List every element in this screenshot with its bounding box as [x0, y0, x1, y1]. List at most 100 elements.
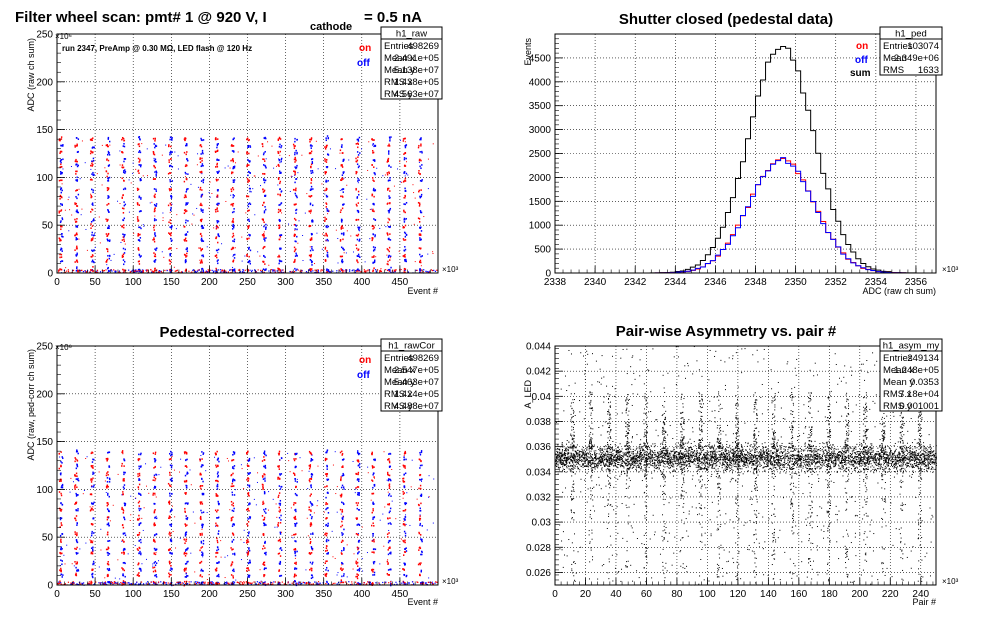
raw-point	[142, 175, 144, 177]
raw-point	[108, 152, 110, 154]
raw-point	[77, 271, 79, 273]
rawcor-point	[171, 480, 173, 482]
rawcor-point	[167, 549, 170, 551]
raw-point	[388, 145, 391, 147]
rawcor-point	[186, 549, 188, 551]
rawcor-point	[187, 547, 189, 549]
rawcor-point	[231, 564, 233, 566]
raw-point	[217, 189, 219, 191]
raw-point	[231, 159, 234, 161]
rawcor-point	[123, 471, 125, 474]
rawcor-point	[419, 453, 422, 456]
rawcor-point	[373, 551, 375, 553]
raw-point	[327, 269, 329, 271]
raw-point	[429, 271, 431, 273]
rawcor-point	[372, 568, 375, 571]
rawcor-point	[63, 554, 65, 556]
rawcor-point	[261, 475, 264, 477]
raw-point	[133, 270, 135, 272]
rawcor-point	[268, 491, 270, 493]
raw-point	[433, 269, 435, 271]
rawcor-point	[154, 494, 156, 496]
rawcor-point	[387, 517, 389, 520]
rawcor-point	[185, 517, 187, 520]
rawcor-point	[171, 493, 173, 495]
rawcor-point	[61, 462, 63, 464]
raw-point	[310, 195, 313, 197]
rawcor-point	[263, 561, 265, 564]
rawcor-point	[67, 581, 70, 583]
raw-point	[199, 157, 201, 159]
raw-point	[119, 150, 121, 152]
rawcor-point	[154, 465, 156, 468]
rawcor-point	[138, 467, 141, 470]
raw-point	[61, 203, 63, 206]
raw-point	[140, 164, 142, 166]
rawcor-point	[77, 508, 79, 510]
rawcor-point	[291, 582, 293, 584]
raw-point	[139, 233, 141, 236]
rawcor-point	[264, 540, 266, 543]
raw-point	[150, 269, 152, 271]
raw-point	[373, 267, 375, 270]
rawcor-point	[326, 468, 328, 470]
raw-point	[60, 196, 63, 198]
raw-point	[96, 173, 98, 175]
rawcor-point	[263, 510, 266, 513]
rawcor-point	[294, 474, 296, 476]
raw-legend-on: on	[359, 43, 371, 54]
rawcor-point	[189, 469, 191, 471]
rawcor-point	[402, 497, 404, 499]
rawcor-point	[106, 486, 108, 489]
raw-point	[191, 223, 193, 225]
rawcor-point	[73, 565, 75, 567]
raw-point	[417, 201, 420, 204]
rawcor-point	[93, 458, 95, 461]
rawcor-point	[263, 502, 265, 505]
raw-point	[217, 159, 220, 161]
raw-point	[416, 269, 418, 271]
rawcor-point	[372, 570, 374, 573]
raw-point	[76, 269, 79, 271]
rawcor-point	[223, 583, 225, 585]
raw-point	[67, 270, 70, 272]
raw-point	[186, 247, 188, 249]
rawcor-point	[342, 486, 345, 488]
raw-point	[200, 271, 202, 273]
raw-point	[420, 137, 422, 139]
rawcor-point	[262, 478, 265, 480]
rawcor-point	[168, 575, 170, 578]
rawcor-point	[59, 580, 61, 583]
rawcor-point	[201, 492, 204, 495]
raw-point	[192, 213, 194, 215]
rawcor-point	[341, 466, 343, 468]
rawcor-point	[216, 575, 218, 578]
raw-point	[215, 137, 217, 139]
raw-point	[184, 240, 186, 242]
rawcor-point	[357, 452, 360, 455]
rawcor-point	[280, 519, 282, 521]
rawcor-point	[326, 491, 329, 494]
raw-point	[249, 171, 251, 174]
ped-ytick-label: 3500	[529, 101, 552, 112]
raw-point	[216, 207, 218, 209]
ped-xtick-label: 2346	[704, 277, 727, 288]
rawcor-point	[294, 515, 297, 518]
raw-point	[91, 139, 93, 142]
rawcor-point	[231, 509, 234, 512]
raw-point	[122, 259, 125, 261]
raw-point	[60, 173, 62, 175]
rawcor-point	[130, 514, 132, 516]
raw-point	[311, 145, 313, 147]
raw-point	[122, 137, 124, 140]
rawcor-point	[235, 579, 237, 581]
rawcor-point	[310, 452, 312, 455]
rawcor-point	[361, 526, 363, 528]
rawcor-point	[152, 492, 155, 495]
rawcor-point	[233, 523, 235, 525]
rawcor-point	[217, 465, 219, 467]
raw-point	[263, 190, 265, 193]
rawcor-point	[311, 516, 313, 518]
raw-point	[232, 266, 234, 268]
rawcor-point	[199, 473, 201, 476]
